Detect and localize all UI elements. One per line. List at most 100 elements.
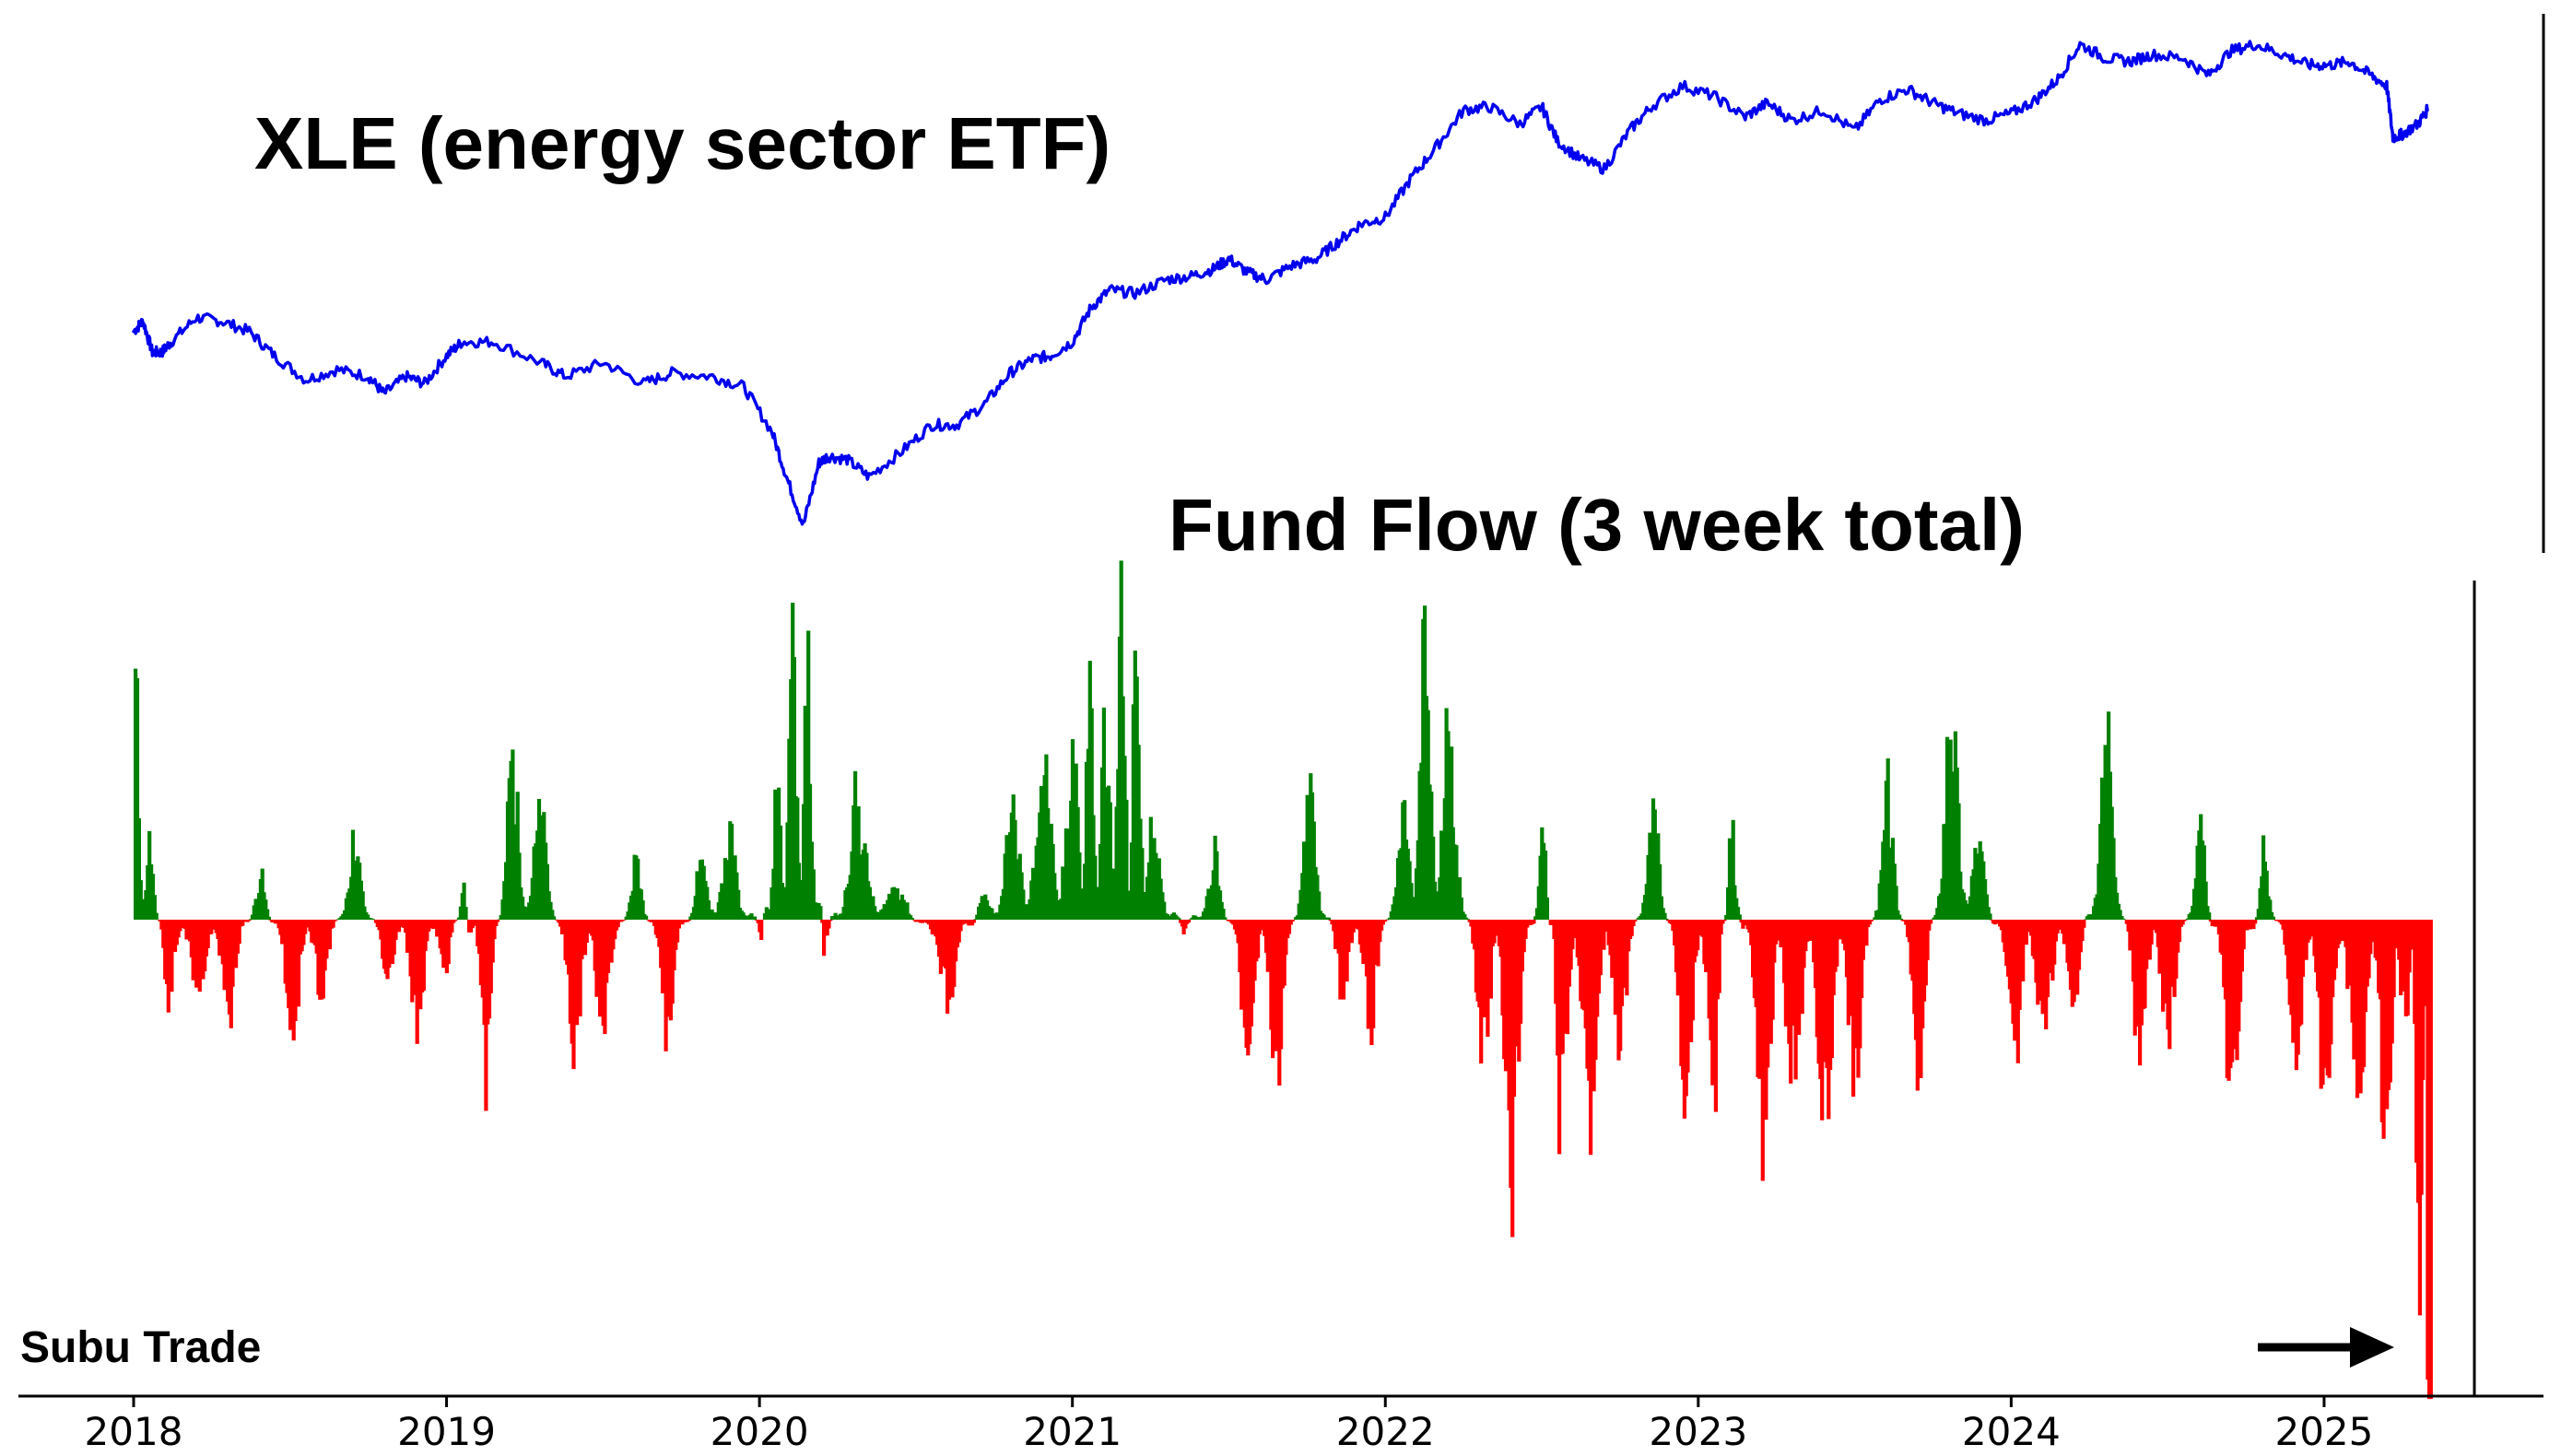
flow-bar — [265, 909, 270, 920]
flow-bar — [1929, 920, 1933, 924]
flow-bar — [517, 852, 522, 920]
flow-bar — [370, 919, 375, 920]
flow-bar — [331, 920, 335, 928]
flow-bar — [2121, 918, 2126, 920]
flow-bar — [2253, 920, 2258, 924]
flow-bar — [2055, 920, 2060, 933]
flow-bar — [759, 920, 764, 940]
flow-bar — [1737, 914, 1742, 920]
flow-bar — [1322, 914, 1326, 920]
flow-bar — [2270, 911, 2274, 920]
x-ticks: 2018 2019 2020 2021 2022 2023 2024 2025 — [85, 1396, 2373, 1454]
flow-bar — [749, 913, 754, 920]
flow-bar — [1290, 920, 1295, 922]
flow-bar — [496, 920, 500, 922]
flow-bar — [1602, 920, 1606, 950]
flow-bar — [1108, 802, 1112, 920]
flow-bar — [1464, 917, 1469, 920]
flow-bar — [1382, 920, 1387, 922]
price-chart-title: XLE (energy sector ETF) — [254, 102, 1110, 184]
flow-bar — [909, 915, 913, 920]
flow-bar — [1664, 918, 1669, 920]
flow-bar — [2080, 920, 2085, 941]
flow-bar — [1221, 909, 1226, 920]
flow-bar — [2203, 881, 2208, 920]
flow-bar — [1326, 917, 1331, 920]
flow-bar — [1193, 915, 1198, 920]
flow-bar — [1523, 920, 1528, 939]
flow-panel: Fund Flow (3 week total) — [134, 484, 2476, 1400]
flow-chart-title: Fund Flow (3 week total) — [1169, 484, 2025, 566]
flow-bar — [578, 920, 582, 1016]
flow-bar — [818, 906, 823, 920]
flow-bar — [1186, 920, 1192, 923]
flow-bar — [2052, 920, 2057, 965]
flow-bar — [1713, 920, 1718, 1112]
flow-bar — [1956, 803, 1961, 920]
flow-bar — [296, 920, 301, 1007]
flow-bar — [1177, 918, 1181, 920]
flow-bar — [1925, 920, 1930, 960]
flow-bar — [1256, 920, 1261, 958]
flow-bar — [2024, 920, 2028, 945]
flow-bar — [2271, 916, 2275, 920]
flow-bar — [828, 920, 833, 922]
flow-bar — [1286, 920, 1292, 934]
flow-bar — [1662, 912, 1667, 920]
flow-bar — [1633, 920, 1638, 922]
flow-bar — [2207, 912, 2212, 920]
flow-bar — [551, 916, 557, 920]
flow-bar — [1735, 907, 1741, 920]
flow-bar — [2120, 916, 2124, 920]
x-tick-label: 2018 — [85, 1409, 183, 1454]
flow-bar — [464, 907, 468, 920]
price-panel: XLE (energy sector ETF) — [132, 14, 2545, 553]
flow-bar — [138, 880, 143, 920]
flow-bar — [2268, 899, 2273, 920]
flow-bar — [1864, 920, 1869, 946]
flow-bar — [1570, 920, 1575, 950]
flow-bar — [360, 891, 365, 920]
flow-bar — [2241, 920, 2246, 950]
flow-bar — [2177, 920, 2182, 943]
flow-bar — [1054, 889, 1059, 920]
flow-bar — [453, 920, 458, 922]
flow-bar — [1898, 918, 1904, 920]
flow-bar — [1021, 889, 1026, 920]
flow-bar — [621, 920, 626, 922]
flow-bar — [1378, 920, 1382, 943]
flow-bar — [1371, 920, 1376, 1028]
flow-bar — [1463, 914, 1467, 920]
flow-bar — [1519, 920, 1523, 1024]
flow-bar — [1886, 758, 1890, 920]
x-tick-label: 2025 — [2274, 1409, 2373, 1454]
flow-bar — [1077, 852, 1082, 920]
flow-bar — [1835, 920, 1839, 967]
flow-bar — [640, 900, 645, 920]
flow-bar — [2180, 920, 2185, 925]
flow-bar — [1465, 919, 1470, 920]
right-arrow-icon — [2258, 1327, 2394, 1368]
flow-bar — [822, 920, 827, 957]
flow-bar — [266, 916, 271, 920]
flow-bar — [616, 920, 620, 928]
flow-bar — [1223, 917, 1228, 920]
flow-bar — [1140, 848, 1145, 920]
flow-bar — [154, 912, 159, 920]
x-tick-label: 2020 — [711, 1409, 809, 1454]
flow-bar — [676, 920, 681, 929]
flow-bar — [1089, 708, 1094, 920]
flow-bar — [1719, 920, 1723, 934]
flow-bar — [2337, 920, 2342, 945]
flow-bar — [2021, 920, 2026, 981]
flow-bar — [2017, 920, 2022, 1010]
x-tick-label: 2021 — [1023, 1409, 1122, 1454]
flow-bar — [237, 920, 241, 945]
flow-bar — [170, 920, 174, 992]
flow-bar — [1380, 920, 1384, 931]
flow-bar — [490, 920, 495, 963]
flow-bar — [2149, 920, 2154, 945]
flow-bar — [446, 920, 451, 965]
flow-bar — [335, 920, 339, 921]
